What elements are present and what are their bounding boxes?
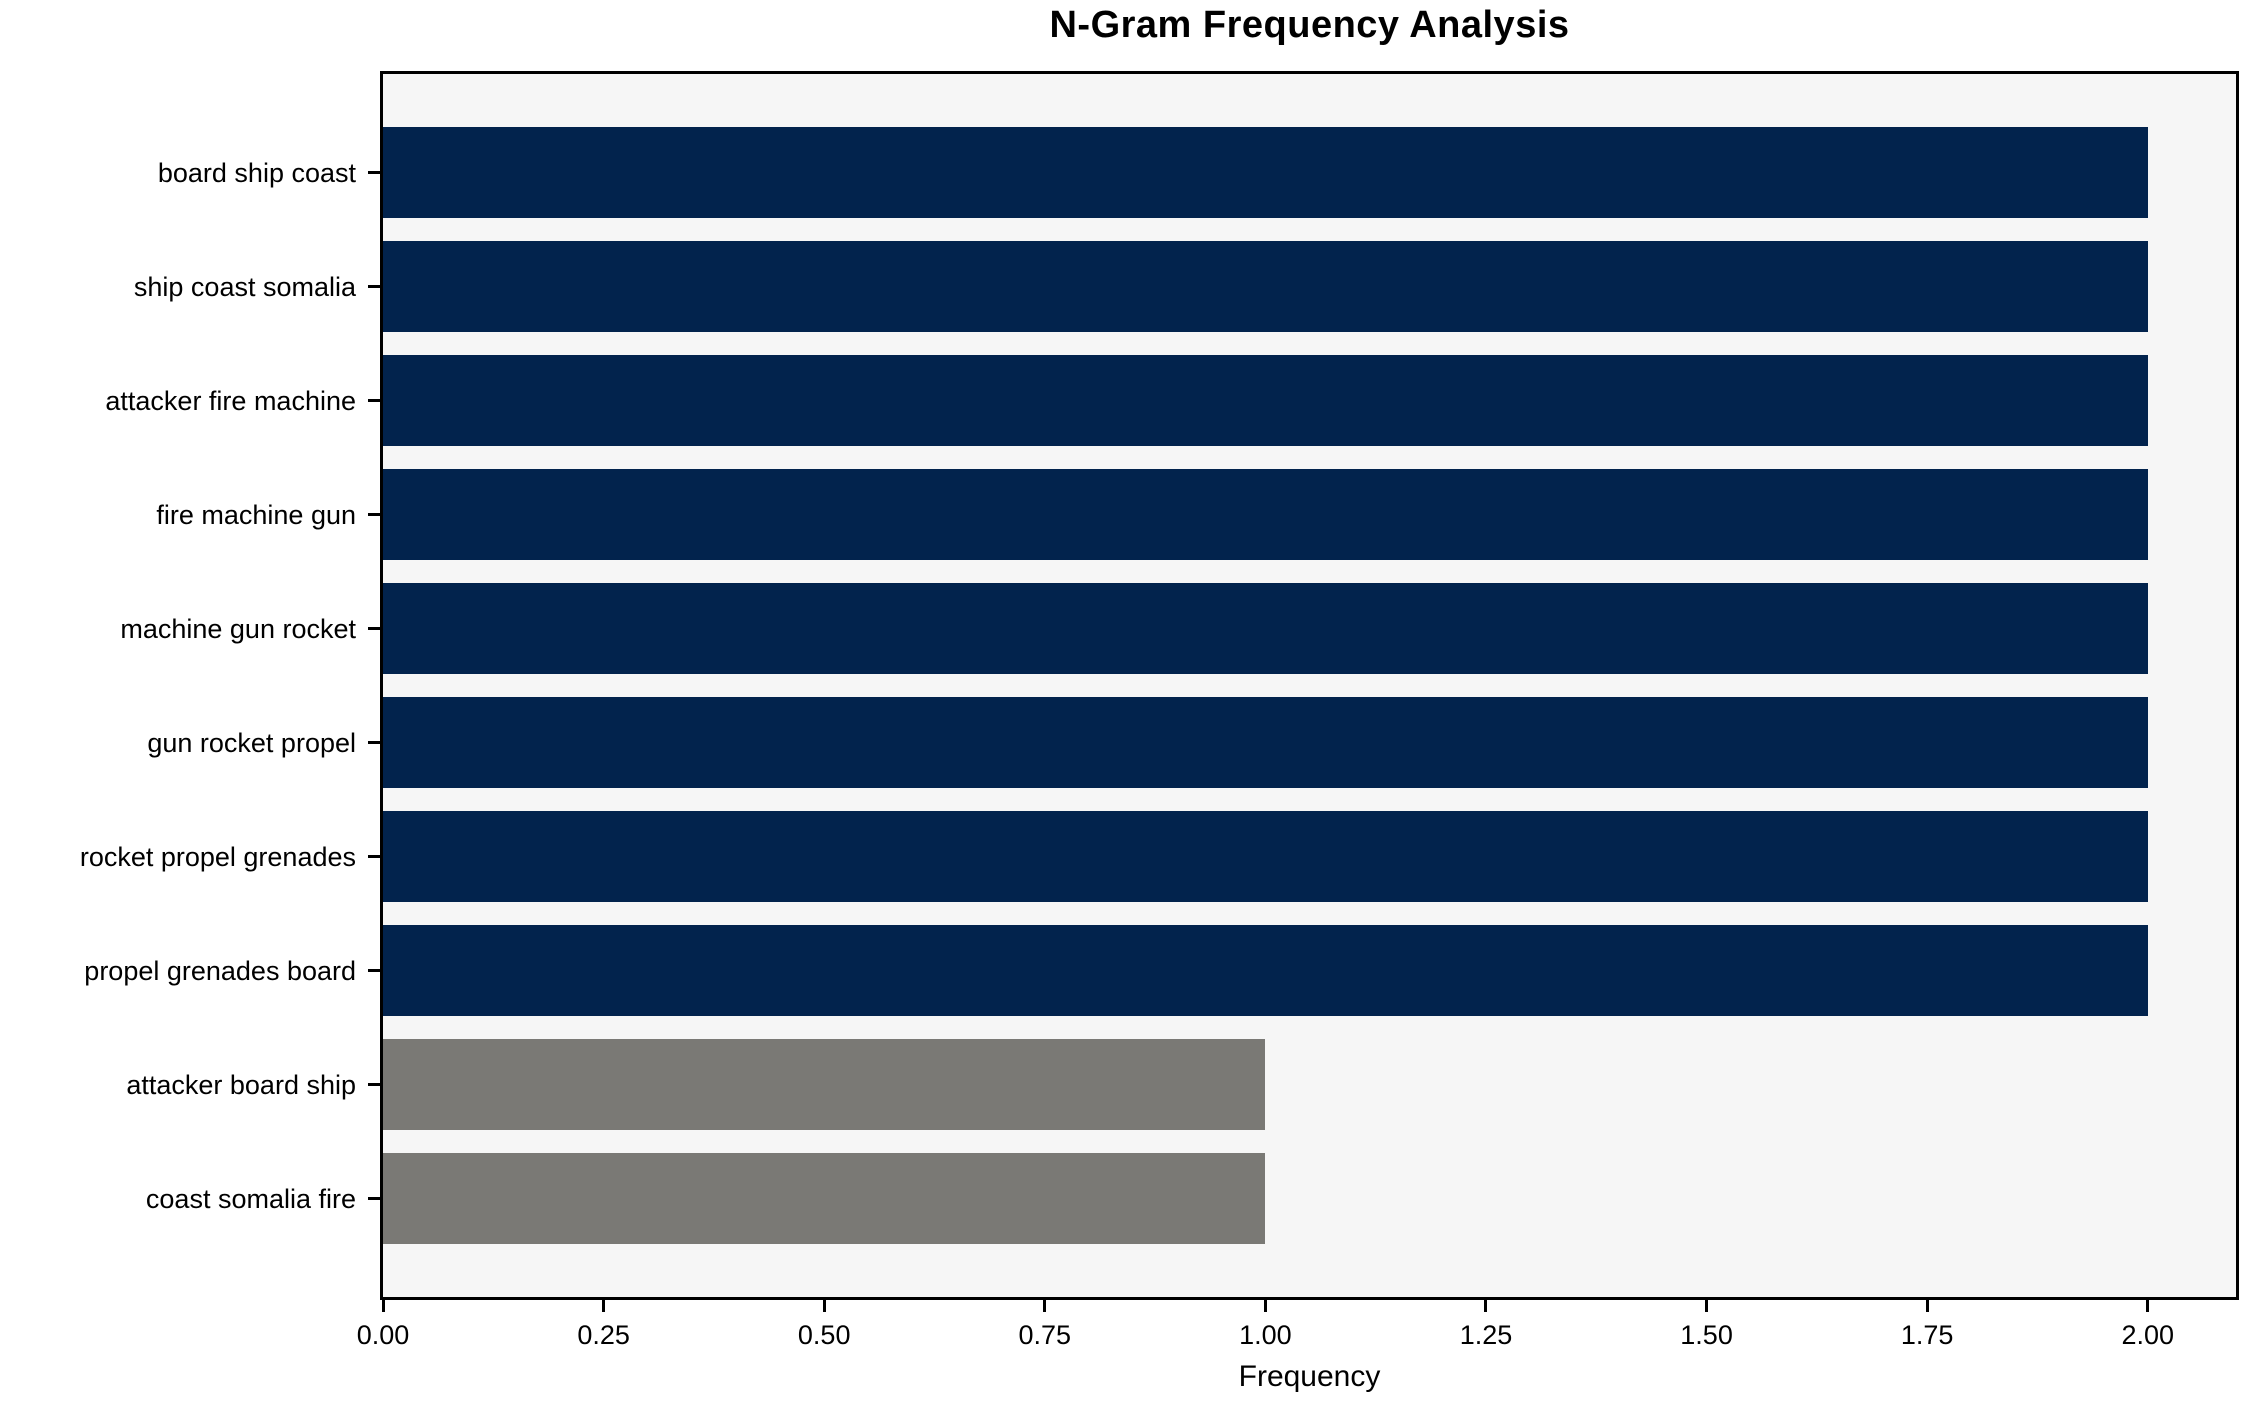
bar: [383, 583, 2148, 674]
x-axis-label: Frequency: [1238, 1360, 1381, 1393]
bar: [383, 925, 2148, 1016]
chart-title: N-Gram Frequency Analysis: [1049, 4, 1570, 46]
y-tick-label: attacker fire machine: [105, 385, 356, 416]
bar: [383, 697, 2148, 788]
x-tick-label: 0.50: [797, 1320, 851, 1350]
x-tick-mark: [1705, 1300, 1709, 1312]
x-tick-label: 1.25: [1459, 1320, 1513, 1350]
y-tick-mark: [368, 1083, 380, 1086]
x-tick-mark: [1925, 1300, 1929, 1312]
x-tick-mark: [381, 1300, 385, 1312]
x-tick-mark: [1263, 1300, 1267, 1312]
y-tick-label: attacker board ship: [126, 1069, 356, 1100]
y-tick-label: board ship coast: [157, 157, 356, 188]
x-tick-mark: [602, 1300, 606, 1312]
y-tick-mark: [368, 741, 380, 744]
x-tick-label: 2.00: [2121, 1320, 2175, 1350]
x-tick-label: 0.25: [577, 1320, 630, 1350]
x-tick-label: 0.00: [356, 1320, 410, 1350]
x-tick-label: 1.75: [1900, 1320, 1954, 1350]
bar: [383, 811, 2148, 902]
y-tick-label: gun rocket propel: [147, 727, 356, 758]
y-tick-label: ship coast somalia: [133, 271, 356, 302]
y-tick-mark: [368, 513, 380, 516]
y-tick-label: fire machine gun: [156, 499, 356, 530]
y-tick-label: propel grenades board: [84, 955, 356, 986]
y-tick-mark: [368, 285, 380, 288]
y-tick-label: coast somalia fire: [145, 1183, 356, 1214]
bar: [383, 127, 2148, 218]
x-tick-mark: [2146, 1300, 2150, 1312]
x-tick-label: 0.75: [1018, 1320, 1072, 1350]
y-tick-mark: [368, 627, 380, 630]
bar: [383, 469, 2148, 560]
x-tick-label: 1.00: [1239, 1320, 1292, 1350]
x-tick-mark: [1043, 1300, 1047, 1312]
y-tick-mark: [368, 399, 380, 402]
bar: [383, 1153, 1265, 1244]
y-tick-mark: [368, 1197, 380, 1200]
y-tick-mark: [368, 171, 380, 174]
bar: [383, 355, 2148, 446]
bar: [383, 1039, 1265, 1130]
y-tick-mark: [368, 969, 380, 972]
x-tick-mark: [822, 1300, 826, 1312]
bar: [383, 241, 2148, 332]
y-tick-label: machine gun rocket: [120, 613, 356, 644]
y-tick-mark: [368, 855, 380, 858]
x-tick-mark: [1484, 1300, 1488, 1312]
y-tick-label: rocket propel grenades: [79, 841, 356, 872]
x-tick-label: 1.50: [1680, 1320, 1733, 1350]
